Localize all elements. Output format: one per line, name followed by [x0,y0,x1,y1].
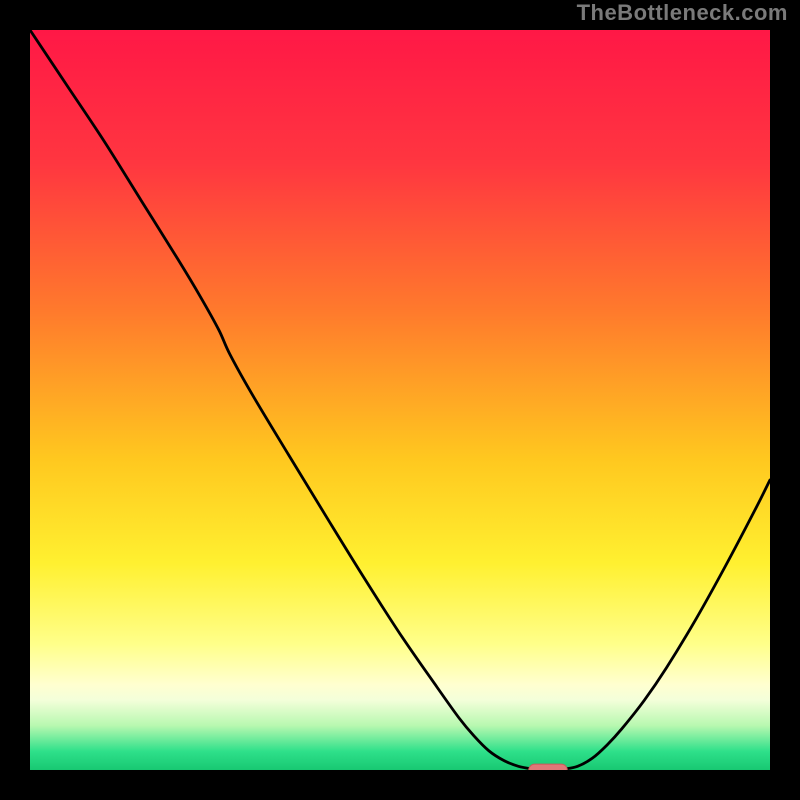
bottleneck-chart-svg [30,30,770,770]
watermark-text: TheBottleneck.com [577,0,788,26]
gradient-background [30,30,770,770]
chart-frame: TheBottleneck.com [0,0,800,800]
plot-area [30,30,770,770]
sweet-spot-marker [529,764,567,770]
